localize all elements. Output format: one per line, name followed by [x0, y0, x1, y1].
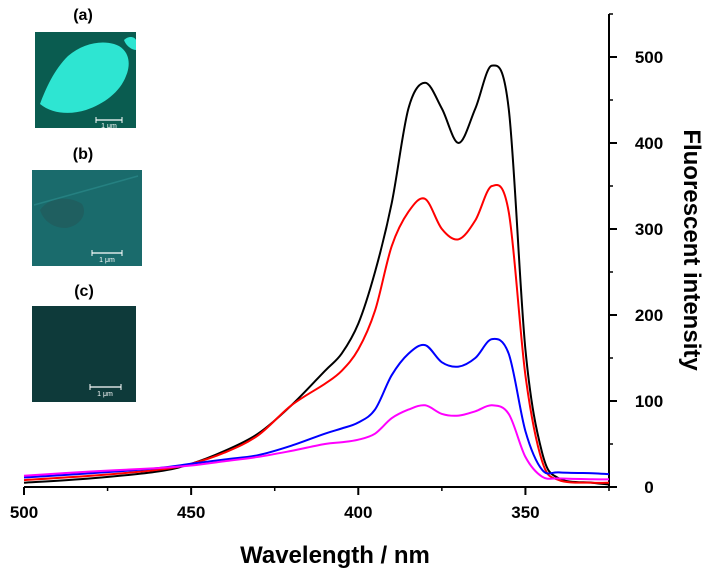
- inset-c-image: [32, 306, 136, 402]
- inset-c-label: (c): [74, 283, 94, 300]
- inset-b-streak: [33, 175, 139, 206]
- y-tick-label-0: 0: [644, 478, 653, 497]
- inset-b-shadow: [40, 198, 85, 228]
- x-ticks: 500 450 400 350: [10, 487, 610, 522]
- series-line-2: [23, 184, 610, 484]
- y-tick-label-300: 300: [635, 220, 663, 239]
- y-tick-label-100: 100: [635, 392, 663, 411]
- series-layer: [23, 64, 610, 486]
- x-axis-title: Wavelength / nm: [240, 542, 430, 569]
- y-axis-title: Fluorescent intensity: [678, 129, 705, 371]
- inset-c-scale-text: 1 μm: [97, 391, 113, 398]
- y-tick-label-400: 400: [635, 134, 663, 153]
- series-line-3: [23, 337, 610, 479]
- x-tick-label-450: 450: [177, 503, 205, 522]
- inset-a: (a) 1 μm: [35, 7, 136, 130]
- inset-a-flake: [40, 42, 129, 113]
- inset-b-label: (b): [73, 146, 93, 163]
- inset-b-scale-text: 1 μm: [99, 257, 115, 264]
- y-tick-label-200: 200: [635, 306, 663, 325]
- inset-b: (b) 1 μm: [32, 146, 142, 266]
- series-line-1: [23, 64, 610, 486]
- y-ticks: 0 100 200 300 400 500: [609, 13, 663, 497]
- x-tick-label-400: 400: [344, 503, 372, 522]
- inset-c: (c) 1 μm: [32, 283, 136, 402]
- x-tick-label-500: 500: [10, 503, 38, 522]
- inset-a-scale-text: 1 μm: [101, 123, 117, 130]
- x-tick-label-350: 350: [511, 503, 539, 522]
- y-tick-label-500: 500: [635, 48, 663, 67]
- series-line-4: [23, 404, 610, 481]
- inset-a-label: (a): [73, 7, 93, 24]
- inset-a-flake-edge: [124, 37, 136, 50]
